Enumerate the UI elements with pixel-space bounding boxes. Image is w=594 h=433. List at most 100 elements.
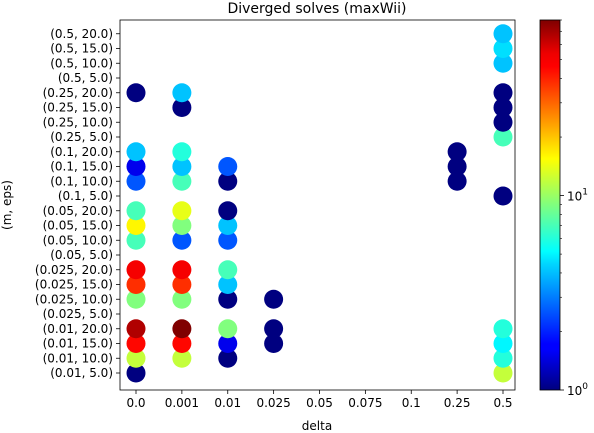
data-point [172, 201, 192, 221]
data-point [126, 157, 146, 176]
x-tick-label: 0.075 [348, 396, 382, 410]
colorbar-gradient [539, 19, 561, 391]
data-point [493, 319, 513, 339]
data-point [218, 275, 238, 294]
data-point [126, 230, 146, 250]
data-point [218, 230, 238, 250]
x-tick-label: 0.001 [165, 396, 199, 410]
plot-area: 0.0 0.001 0.01 0.025 0.05 0.075 0.1 0.25 0.5 (0.0… [35, 19, 516, 410]
data-point [218, 216, 238, 235]
y-tick-label: (0.1, 5.0) [58, 189, 113, 203]
data-point [218, 334, 238, 353]
data-point [172, 319, 192, 339]
data-point [447, 142, 467, 162]
data-point [264, 289, 284, 309]
x-tick-label: 0.0 [126, 396, 145, 410]
y-tick-label: (0.025, 20.0) [35, 263, 113, 277]
y-tick-label: (0.025, 15.0) [35, 278, 113, 292]
data-point [126, 334, 146, 353]
y-tick-label: (0.05, 10.0) [43, 233, 113, 247]
data-point [126, 289, 146, 309]
y-tick-label: (0.25, 10.0) [43, 115, 113, 129]
x-tick-label: 0.025 [256, 396, 290, 410]
data-point [172, 171, 192, 191]
y-tick-label: (0.5, 20.0) [50, 27, 113, 41]
y-tick-label: (0.1, 15.0) [50, 160, 113, 174]
y-tick-label: (0.025, 5.0) [43, 307, 113, 321]
data-point [126, 260, 146, 280]
x-tick-label: 0.1 [402, 396, 421, 410]
data-point [264, 334, 284, 353]
data-point [126, 171, 146, 191]
data-point [218, 201, 238, 221]
data-point [126, 363, 146, 383]
data-point [447, 157, 467, 176]
data-point [126, 201, 146, 221]
axes-frame [119, 19, 516, 391]
data-point [218, 319, 238, 339]
data-point [172, 98, 192, 117]
y-tick-label: (0.5, 10.0) [50, 56, 113, 70]
y-tick-label: (0.025, 10.0) [35, 292, 113, 306]
data-point [172, 348, 192, 368]
data-point [493, 53, 513, 73]
data-point [493, 112, 513, 132]
data-point [172, 334, 192, 353]
x-tick-label: 0.01 [214, 396, 241, 410]
y-tick-label: (0.01, 10.0) [43, 351, 113, 365]
y-tick-label: (0.05, 15.0) [43, 219, 113, 233]
data-point [493, 39, 513, 58]
data-point [264, 319, 284, 339]
data-point [218, 260, 238, 280]
y-tick-label: (0.01, 15.0) [43, 337, 113, 351]
data-point [126, 216, 146, 235]
y-tick-label: (0.01, 20.0) [43, 322, 113, 336]
y-tick-label: (0.01, 5.0) [50, 366, 113, 380]
data-point [493, 83, 513, 103]
data-point [126, 348, 146, 368]
data-point [493, 98, 513, 117]
colorbar-tick-label: 100 [567, 382, 588, 398]
data-point [126, 142, 146, 162]
data-point [126, 275, 146, 294]
data-point [218, 171, 238, 191]
colorbar: 100 101 [539, 19, 588, 398]
data-point [493, 348, 513, 368]
x-axis-label: delta [302, 419, 332, 433]
data-point [218, 348, 238, 368]
data-point [172, 142, 192, 162]
data-point [493, 24, 513, 44]
y-tick-label: (0.5, 5.0) [58, 71, 113, 85]
x-tick-label: 0.5 [493, 396, 512, 410]
data-point [218, 289, 238, 309]
x-tick-label: 0.05 [306, 396, 333, 410]
y-tick-label: (0.5, 15.0) [50, 42, 113, 56]
data-point [493, 186, 513, 206]
data-point [493, 334, 513, 353]
data-point [218, 157, 238, 176]
chart-title: Diverged solves (maxWii) [227, 1, 406, 17]
y-tick-label: (0.05, 5.0) [50, 248, 113, 262]
y-tick-label: (0.1, 10.0) [50, 174, 113, 188]
data-point [172, 216, 192, 235]
data-point [172, 230, 192, 250]
data-point [172, 275, 192, 294]
y-tick-label: (0.05, 20.0) [43, 204, 113, 218]
y-tick-label: (0.25, 15.0) [43, 101, 113, 115]
colorbar-tick-label: 101 [567, 188, 588, 204]
data-point [493, 127, 513, 147]
y-axis-label: (m, eps) [0, 180, 14, 230]
data-point [126, 319, 146, 339]
y-tick-label: (0.25, 20.0) [43, 86, 113, 100]
y-tick-label: (0.1, 20.0) [50, 145, 113, 159]
data-point [172, 157, 192, 176]
data-point [172, 260, 192, 280]
y-tick-label: (0.25, 5.0) [50, 130, 113, 144]
x-tick-label: 0.25 [444, 396, 471, 410]
data-point [126, 83, 146, 103]
data-point [447, 171, 467, 191]
data-point [493, 363, 513, 383]
data-point [172, 289, 192, 309]
